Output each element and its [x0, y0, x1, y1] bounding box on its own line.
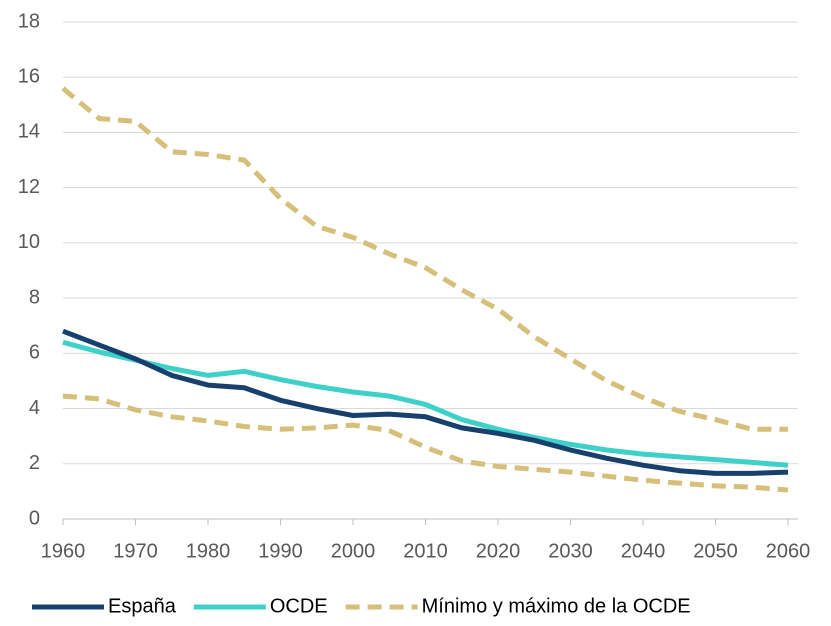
legend-label: OCDE	[270, 595, 328, 617]
x-tick-label: 2000	[331, 540, 376, 562]
x-tick-label: 2060	[766, 540, 811, 562]
legend-label: Mínimo y máximo de la OCDE	[422, 595, 691, 617]
x-tick-label: 2010	[403, 540, 448, 562]
x-tick-label: 1980	[186, 540, 231, 562]
y-tick-label: 12	[18, 176, 40, 198]
y-tick-label: 4	[29, 397, 40, 419]
y-tick-label: 14	[18, 121, 40, 143]
x-tick-label: 2030	[548, 540, 593, 562]
x-tick-label: 1960	[41, 540, 86, 562]
y-tick-label: 16	[18, 66, 40, 88]
legend-label: España	[108, 595, 177, 617]
x-tick-label: 2050	[693, 540, 738, 562]
x-tick-label: 1990	[258, 540, 303, 562]
series-line	[61, 86, 788, 432]
y-tick-label: 18	[18, 10, 40, 32]
series-line	[62, 328, 789, 476]
x-tick-label: 1970	[113, 540, 158, 562]
y-tick-label: 0	[29, 507, 40, 529]
x-tick-label: 2040	[621, 540, 666, 562]
y-tick-label: 6	[29, 342, 40, 364]
series-line	[62, 339, 789, 468]
y-tick-label: 8	[29, 286, 40, 308]
series-line	[62, 393, 789, 493]
y-tick-label: 2	[29, 452, 40, 474]
y-tick-label: 10	[18, 231, 40, 253]
x-tick-label: 2020	[476, 540, 521, 562]
